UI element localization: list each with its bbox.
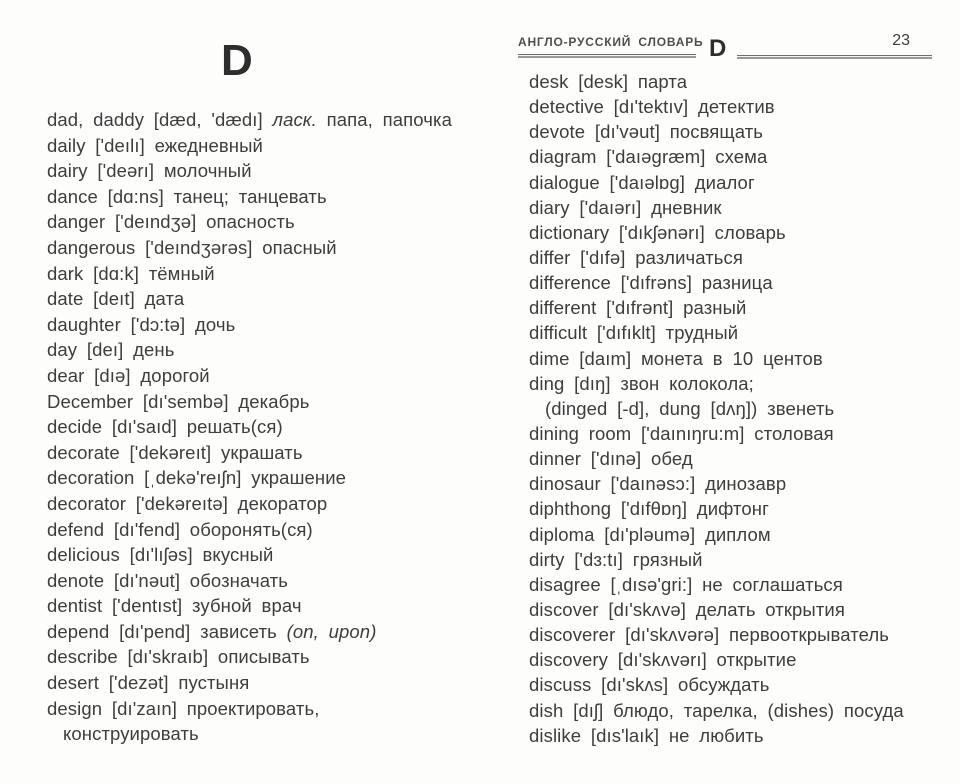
header-rule-left — [518, 54, 696, 58]
dictionary-entry-line: dirty ['dɜ:tı] грязный — [529, 548, 703, 570]
dictionary-entry-line: discoverer [dı'skʌvərə] первооткрыватель — [529, 624, 890, 646]
dictionary-entry-line: delicious [dı'lıʃəs] вкусный — [47, 544, 274, 566]
dictionary-entry-line: ding [dıŋ] звон колокола; — [529, 372, 754, 394]
dictionary-entry-line: date [deıt] дата — [47, 288, 185, 310]
dictionary-entry-line: day [deı] день — [47, 339, 175, 361]
dictionary-entry-line: dinosaur ['daınəsɔ:] динозавр — [529, 473, 787, 495]
dictionary-entry-line: diary ['daıərı] дневник — [529, 196, 722, 218]
dictionary-entry-line: dislike [dıs'laık] не любить — [529, 724, 764, 746]
dictionary-entry-line: desk [desk] парта — [529, 71, 688, 92]
dictionary-entry-line: decorate ['dekəreıt] украшать — [47, 441, 303, 463]
dictionary-entry-line: defend [dı'fend] оборонять(ся) — [47, 518, 313, 540]
dictionary-entry-line: discover [dı'skʌvə] делать открытия — [529, 598, 845, 620]
dictionary-entry-line: конструировать — [63, 723, 199, 745]
dictionary-entry-line: danger ['deındʒə] опасность — [47, 211, 295, 233]
dictionary-entry-line: decorator ['dekəreıtə] декоратор — [47, 492, 328, 514]
dictionary-entry-line: disagree [ˌdısə'gri:] не соглашаться — [529, 573, 843, 595]
dictionary-entry-line: dictionary ['dıkʃənərı] словарь — [529, 221, 786, 243]
dictionary-entry-line: dairy ['deərı] молочный — [47, 160, 252, 182]
dictionary-entry-line: diagram ['daıəgræm] схема — [529, 146, 768, 168]
dictionary-entry-line: denote [dı'nəut] обозначать — [47, 569, 288, 591]
dictionary-entry-line: dangerous ['deındʒərəs] опасный — [47, 236, 337, 258]
dictionary-entry-line: discuss [dı'skʌs] обсуждать — [529, 674, 770, 696]
running-header-letter: D — [709, 35, 727, 62]
dictionary-entry-line: dance [dɑ:ns] танец; танцевать — [47, 185, 327, 207]
dictionary-entry-line: diphthong ['dıfθɒŋ] дифтонг — [529, 498, 769, 520]
dictionary-entry-line: diploma [dı'pləumə] диплом — [529, 523, 771, 545]
dictionary-entry-line: dime [daım] монета в 10 центов — [529, 347, 823, 369]
dictionary-entry-line: difference ['dıfrəns] разница — [529, 272, 773, 294]
dictionary-entry-line: dialogue ['daıəlɒg] диалог — [529, 171, 755, 193]
dictionary-entry-line: dear [dıə] дорогой — [47, 364, 210, 386]
dictionary-entry-line: December [dı'sembə] декабрь — [47, 390, 310, 412]
dictionary-entry-line: dad, daddy [dæd, 'dædı] ласк. папа, папо… — [47, 109, 452, 130]
dictionary-entry-line: daughter ['dɔ:tə] дочь — [47, 313, 236, 335]
section-letter-heading: D — [221, 36, 253, 85]
dictionary-entry-line: describe [dı'skraıb] описывать — [47, 646, 310, 668]
left-column: dad, daddy [dæd, 'dædı] ласк. папа, папо… — [47, 107, 477, 747]
dictionary-entry-line: different ['dıfrənt] разный — [529, 297, 747, 319]
page-number: 23 — [892, 32, 910, 49]
dictionary-entry-line: dark [dɑ:k] тёмный — [47, 262, 215, 284]
dictionary-entry-line: dentist ['dentıst] зубной врач — [47, 595, 302, 617]
dictionary-entry-line: (dinged [-d], dung [dʌŋ]) звенеть — [545, 397, 835, 419]
header-rule-right — [737, 55, 932, 59]
dictionary-entry-line: discovery [dı'skʌvərı] открытие — [529, 649, 797, 671]
dictionary-entry-line: dish [dıʃ] блюдо, тарелка, (dishes) посу… — [529, 699, 904, 721]
dictionary-entry-line: daily ['deılı] ежедневный — [47, 134, 263, 156]
dictionary-entry-line: decoration [ˌdekə'reıʃn] украшение — [47, 467, 347, 489]
dictionary-entry-line: dining room ['daınıŋru:m] столовая — [529, 422, 834, 444]
dictionary-entry-line: devote [dı'vəut] посвящать — [529, 121, 764, 143]
dictionary-entry-line: desert ['dezət] пустыня — [47, 672, 250, 694]
dictionary-entry-line: decide [dı'saıd] решать(ся) — [47, 416, 283, 438]
dictionary-entry-line: dinner ['dınə] обед — [529, 448, 693, 470]
dictionary-entry-line: design [dı'zaın] проектировать, — [47, 697, 320, 719]
running-header-title: АНГЛО-РУССКИЙ СЛОВАРЬ — [518, 35, 704, 49]
right-column: desk [desk] парта detective [dı'tektıv] д… — [529, 69, 949, 748]
dictionary-entry-line: depend [dı'pend] зависеть (on, upon) — [47, 620, 377, 642]
dictionary-entry-line: difficult ['dıfıklt] трудный — [529, 322, 739, 344]
dictionary-entry-line: detective [dı'tektıv] детектив — [529, 96, 775, 118]
dictionary-entry-line: differ ['dıfə] различаться — [529, 246, 744, 268]
